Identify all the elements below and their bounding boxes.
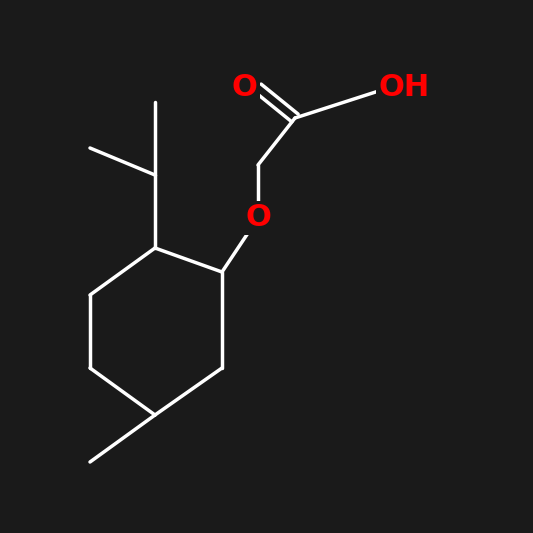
Text: OH: OH [378, 74, 430, 102]
Text: O: O [231, 74, 257, 102]
Text: O: O [245, 204, 271, 232]
